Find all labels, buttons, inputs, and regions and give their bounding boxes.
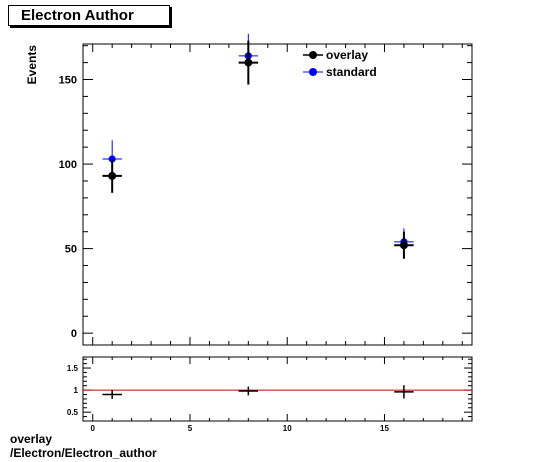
ratio-marks	[83, 385, 472, 399]
ratio-x-tick-label: 5	[188, 424, 193, 433]
main-axes: 0 50 100 150	[59, 44, 472, 345]
legend-standard-label: standard	[326, 65, 377, 79]
legend-overlay-marker	[309, 51, 317, 59]
chart-title: Electron Author	[21, 7, 134, 24]
overlay-point	[108, 171, 117, 180]
y-tick-label: 0	[71, 328, 77, 340]
legend: overlay standard	[303, 48, 377, 79]
y-axis-label: Events	[25, 45, 39, 85]
legend-overlay-label: overlay	[326, 48, 368, 62]
ratio-axes: 0.5 1 1.5 0 5 10 15	[67, 357, 472, 433]
ratio-y-tick-label: 0.5	[67, 408, 79, 417]
overlay-point	[399, 241, 408, 250]
footer-path: /Electron/Electron_author	[10, 446, 157, 460]
ratio-y-tick-label: 1	[74, 386, 79, 395]
legend-standard-marker	[309, 68, 317, 76]
ratio-plot-frame	[82, 356, 473, 422]
ratio-x-tick-label: 0	[90, 424, 95, 433]
main-marks	[102, 33, 414, 259]
y-tick-label: 100	[59, 159, 77, 171]
ratio-x-tick-label: 10	[283, 424, 292, 433]
ratio-x-tick-label: 15	[380, 424, 389, 433]
overlay-point	[244, 58, 253, 67]
ratio-y-tick-label: 1.5	[67, 364, 79, 373]
footer-label: overlay	[10, 432, 53, 446]
y-tick-label: 150	[59, 75, 77, 87]
y-tick-label: 50	[65, 244, 77, 256]
title-box: Electron Author	[8, 5, 170, 26]
main-plot-frame	[82, 43, 473, 346]
